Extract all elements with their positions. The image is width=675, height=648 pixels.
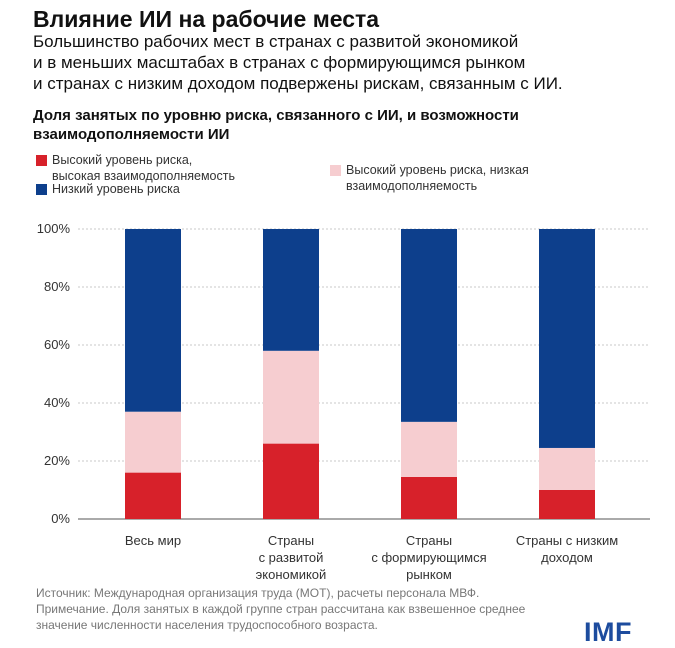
bar-segment (401, 421, 457, 477)
chart-heading: Доля занятых по уровню риска, связанного… (33, 106, 653, 144)
subtitle-line: и странах с низким доходом подвержены ри… (33, 74, 563, 93)
bar-segment (263, 229, 319, 351)
x-tick-label: экономикой (256, 567, 327, 582)
legend-swatch-low-risk (36, 184, 47, 195)
x-tick-label: доходом (541, 550, 593, 565)
y-tick-label: 80% (44, 279, 70, 294)
y-tick-label: 100% (37, 221, 71, 236)
x-tick-label: рынком (406, 567, 452, 582)
x-tick-label: Страны (268, 533, 314, 548)
legend-swatch-high-risk-low-complementarity (330, 165, 341, 176)
bar-segment (263, 350, 319, 444)
bar-segment (401, 229, 457, 422)
legend-label-high-risk-low-complementarity: Высокий уровень риска, низкая взаимодопо… (346, 163, 529, 193)
x-tick-label: Весь мир (125, 533, 181, 548)
note-line: значение численности населения трудоспос… (36, 618, 378, 632)
note-line: Источник: Международная организация труд… (36, 586, 480, 600)
bar-segment (125, 472, 181, 519)
y-tick-label: 60% (44, 337, 70, 352)
bar-segment (539, 490, 595, 519)
x-tick-label: с развитой (259, 550, 324, 565)
chart-heading-line: Доля занятых по уровню риска, связанного… (33, 107, 519, 124)
x-tick-label: Страны (406, 533, 452, 548)
y-tick-label: 20% (44, 453, 70, 468)
legend-label-low-risk: Низкий уровень риска (52, 182, 180, 196)
note-line: Примечание. Доля занятых в каждой группе… (36, 602, 526, 616)
bar-segment (539, 229, 595, 448)
bar-segment (125, 229, 181, 412)
bar-segment (539, 447, 595, 490)
subtitle: Большинство рабочих мест в странах с раз… (33, 31, 673, 94)
chart-heading-line: взаимодополняемости ИИ (33, 126, 230, 143)
bar-segment (125, 411, 181, 473)
imf-logo: IMF (584, 617, 632, 647)
y-tick-label: 40% (44, 395, 70, 410)
subtitle-line: Большинство рабочих мест в странах с раз… (33, 32, 519, 51)
x-tick-label: Страны с низким (516, 533, 618, 548)
legend-swatch-high-risk-high-complementarity (36, 155, 47, 166)
bar-segment (401, 476, 457, 519)
page-title: Влияние ИИ на рабочие места (33, 6, 380, 32)
y-tick-label: 0% (51, 511, 70, 526)
x-tick-label: с формирующимся (371, 550, 486, 565)
bar-segment (263, 443, 319, 519)
subtitle-line: и в меньших масштабах в странах с формир… (33, 53, 526, 72)
legend-label-high-risk-high-complementarity: Высокий уровень риска, высокая взаимодоп… (52, 153, 235, 183)
source-note: Источник: Международная организация труд… (36, 585, 636, 633)
